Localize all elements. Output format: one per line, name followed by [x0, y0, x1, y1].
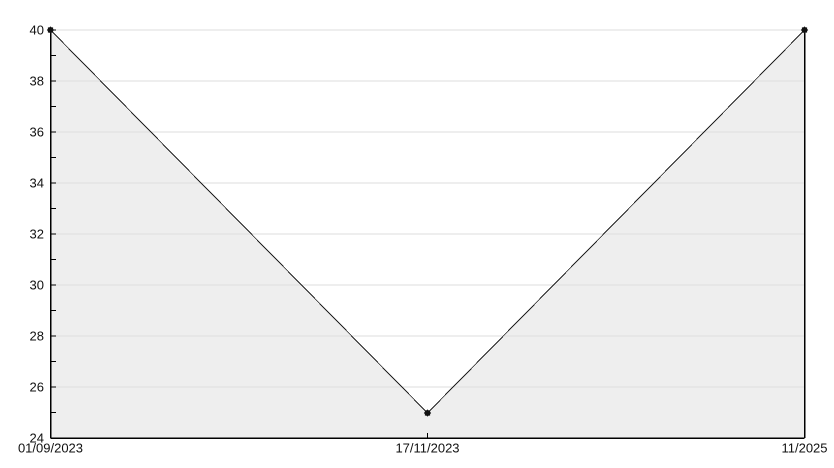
- svg-text:30: 30: [30, 278, 44, 293]
- svg-text:32: 32: [30, 227, 44, 242]
- svg-text:11/2025: 11/2025: [781, 441, 827, 456]
- svg-text:36: 36: [30, 125, 44, 140]
- svg-text:40: 40: [30, 23, 44, 38]
- svg-text:38: 38: [30, 74, 44, 89]
- svg-text:26: 26: [30, 380, 44, 395]
- svg-text:17/11/2023: 17/11/2023: [395, 441, 459, 456]
- svg-text:01/09/2023: 01/09/2023: [18, 441, 83, 456]
- svg-text:28: 28: [30, 329, 44, 344]
- svg-text:34: 34: [30, 176, 44, 191]
